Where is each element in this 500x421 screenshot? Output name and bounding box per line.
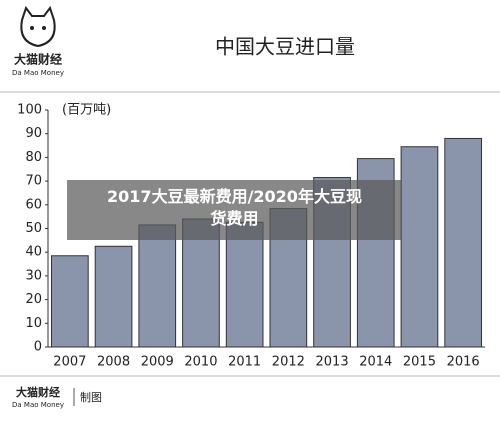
bar [182,218,220,348]
brand-name: 大猫财经 [14,52,62,67]
x-tick-label: 2010 [184,355,217,370]
x-tick-label: 2007 [53,355,86,370]
logo-eye [42,26,46,30]
y-tick-label: 10 [25,316,42,331]
x-tick-label: 2013 [316,355,349,370]
y-tick-label: 20 [25,292,42,307]
bar [94,245,133,348]
chart-title: 中国大豆进口量 [215,35,355,59]
y-tick-label: 100 [17,103,42,118]
y-tick-label: 60 [25,197,42,212]
y-tick-label: 40 [25,245,42,260]
bar [444,137,483,348]
x-tick-label: 2014 [359,355,392,370]
brand-sub: Da Mao Money [12,69,64,77]
bar [225,221,264,348]
bar [400,146,439,348]
x-tick-label: 2009 [141,355,174,370]
y-tick-label: 90 [25,126,42,141]
overlay-line: 货费用 [210,209,259,228]
bar [138,224,177,348]
bar [50,255,89,348]
logo-eye [30,26,34,30]
y-tick-label: 50 [25,221,42,236]
x-tick-label: 2016 [447,355,480,370]
y-tick-label: 70 [25,174,42,189]
y-tick-label: 30 [25,268,42,283]
x-tick-label: 2015 [403,355,436,370]
footer-sub: Da Mao Money [12,401,64,409]
y-unit: (百万吨) [62,103,111,118]
logo-icon [20,5,56,48]
y-tick-label: 80 [25,150,42,165]
overlay-line: 2017大豆最新费用/2020年大豆现 [107,187,362,206]
x-tick-label: 2012 [272,355,305,370]
overlay-caption: 2017大豆最新费用/2020年大豆现 货费用 [67,180,402,240]
x-tick-label: 2011 [228,355,261,370]
x-tick-label: 2008 [97,355,130,370]
footer-name: 大猫财经 [16,385,60,399]
footer-note: 制图 [80,391,102,404]
y-tick-label: 0 [34,340,42,355]
